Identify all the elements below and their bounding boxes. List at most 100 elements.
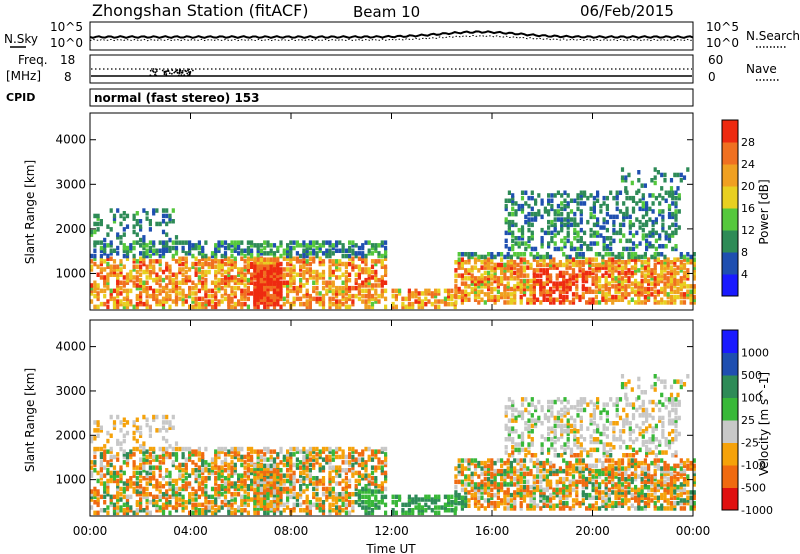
velocity-cell [460,466,464,471]
velocity-cell [256,460,260,465]
velocity-cell [480,479,484,485]
velocity-cell [96,433,100,438]
power-cell [440,299,444,304]
velocity-cell [161,505,166,510]
velocity-cell [483,498,487,503]
velocity-cell [282,508,286,513]
power-cell [558,281,562,286]
power-cell [555,273,559,278]
power-cell [168,245,172,251]
power-cell [607,260,611,265]
power-cell [620,265,625,270]
power-cell [214,280,218,285]
velocity-cell [145,476,149,481]
power-cell [664,244,668,249]
velocity-cell [230,484,234,489]
velocity-cell [493,492,497,498]
velocity-cell [161,452,166,457]
velocity-cell [315,486,319,492]
power-cell [692,297,696,302]
velocity-cell [357,462,361,468]
power-cell [161,277,166,283]
velocity-cell [230,497,234,502]
power-cell [647,262,651,268]
velocity-cell [308,481,312,486]
power-cell [527,195,531,201]
power-cell [620,270,625,276]
power-cell [344,280,348,285]
power-cell [338,291,342,296]
velocity-cell [594,471,598,477]
power-cell [467,257,471,262]
velocity-cell [181,462,185,468]
power-cell [148,248,152,253]
power-cell [357,285,361,291]
velocity-cell [348,446,352,452]
power-cell [496,262,500,268]
power-cell [335,293,339,299]
velocity-cell [109,494,113,500]
power-cell [602,195,606,201]
velocity-cell [503,479,507,485]
power-cell [331,301,335,307]
power-cell [588,262,592,268]
freq-tick-top: 18 [60,53,75,67]
power-cell [602,238,606,244]
velocity-cell [269,463,273,469]
velocity-cell [308,452,312,457]
power-cell [527,236,531,241]
power-cell [171,285,175,291]
power-cell [90,288,94,294]
velocity-cell [152,454,156,460]
velocity-cell [480,466,484,471]
velocity-cell [374,505,378,510]
power-cell [282,275,286,280]
velocity-cell [93,449,97,454]
power-cell [315,299,319,304]
velocity-cell [220,478,224,484]
power-cell [556,203,560,209]
power-cell [135,240,139,245]
power-cell [539,281,543,286]
velocity-cell [575,468,579,474]
velocity-cell [513,498,517,503]
power-cell [686,167,690,172]
power-cell [553,233,557,238]
power-cell [520,225,525,230]
power-cell [671,222,675,228]
velocity-cell [266,468,270,474]
velocity-cell [289,476,293,481]
power-cell [341,301,345,307]
power-cell [201,296,205,302]
power-cell [276,257,280,262]
power-cell [272,289,277,294]
power-cell [357,245,361,251]
power-cell [565,265,569,270]
power-cell [348,304,352,310]
power-cell [578,252,582,257]
velocity-cell [161,449,166,454]
power-cell [553,246,557,252]
power-cell [139,285,143,291]
power-cell [122,245,126,251]
power-cell [286,293,290,299]
power-cell [250,243,254,248]
power-cell [549,257,553,262]
velocity-cell [490,500,494,506]
power-cell [671,201,675,206]
power-cell [664,230,668,236]
power-cell [299,259,303,264]
power-cell [135,259,139,264]
power-cell [547,211,551,217]
velocity-cell [223,489,228,494]
velocity-cell [506,498,510,503]
power-cell [335,301,339,307]
power-cell [628,238,632,244]
velocity-cell [370,508,375,513]
power-cell [197,288,201,294]
power-cell [596,233,600,238]
velocity-cell [266,476,270,482]
power-cell [513,276,517,281]
velocity-cell [139,492,143,497]
velocity-cell [132,462,136,468]
